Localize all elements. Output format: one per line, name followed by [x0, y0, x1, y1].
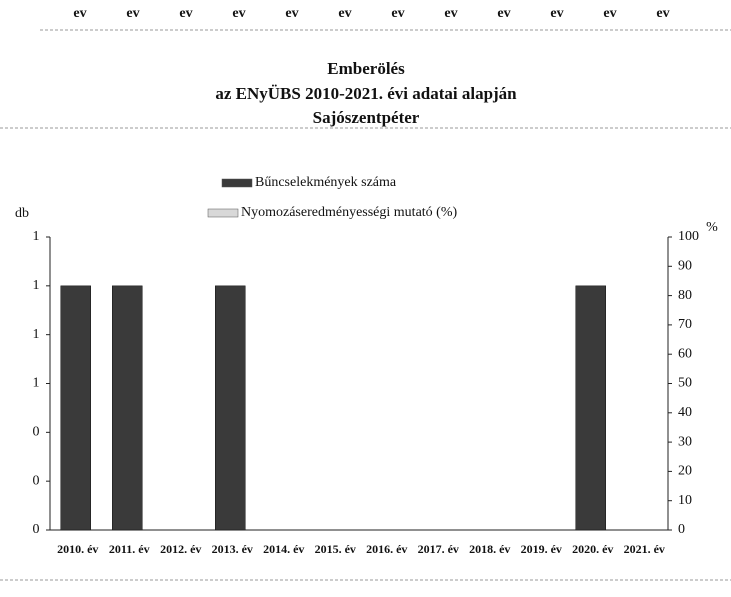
legend-swatch — [207, 208, 239, 218]
header-label: ev — [391, 6, 404, 21]
y-tick-label: 0 — [33, 425, 40, 440]
header-label: ev — [126, 6, 139, 21]
y2-tick-label: 80 — [678, 288, 692, 303]
y-tick-label: 0 — [33, 522, 40, 537]
y2-tick-label: 10 — [678, 493, 692, 508]
x-tick-label: 2016. év — [366, 542, 407, 556]
y-tick-label: 1 — [33, 278, 40, 293]
header-label: ev — [497, 6, 510, 21]
y2-tick-label: 70 — [678, 317, 692, 332]
x-tick-label: 2017. év — [418, 542, 459, 556]
chart-title: Sajószentpéter — [313, 108, 420, 127]
x-tick-label: 2010. év — [57, 542, 98, 556]
bar — [112, 285, 143, 531]
header-label: ev — [444, 6, 457, 21]
header-label: ev — [232, 6, 245, 21]
y-tick-label: 0 — [33, 473, 40, 488]
x-tick-label: 2013. év — [212, 542, 253, 556]
y2-tick-label: 100 — [678, 229, 699, 244]
y2-tick-label: 20 — [678, 464, 692, 479]
x-tick-label: 2012. év — [160, 542, 201, 556]
x-tick-label: 2014. év — [263, 542, 304, 556]
y2-tick-label: 90 — [678, 259, 692, 274]
header-label: ev — [73, 6, 86, 21]
header-label: ev — [656, 6, 669, 21]
legend-label: Nyomozáseredményességi mutató (%) — [241, 205, 457, 220]
y2-tick-label: 40 — [678, 405, 692, 420]
x-tick-label: 2018. év — [469, 542, 510, 556]
header-label: ev — [285, 6, 298, 21]
x-tick-label: 2011. év — [109, 542, 150, 556]
chart-title: az ENyÜBS 2010-2021. évi adatai alapján — [215, 84, 517, 103]
bar — [575, 285, 606, 531]
header-label: ev — [338, 6, 351, 21]
chart-title: Emberölés — [327, 59, 405, 78]
header-label: ev — [603, 6, 616, 21]
y2-tick-label: 50 — [678, 376, 692, 391]
y2-tick-label: 30 — [678, 434, 692, 449]
y-tick-label: 1 — [33, 376, 40, 391]
y-axis-label: db — [15, 206, 29, 221]
y-tick-label: 1 — [33, 229, 40, 244]
x-tick-label: 2019. év — [521, 542, 562, 556]
header-label: ev — [179, 6, 192, 21]
x-tick-label: 2020. év — [572, 542, 613, 556]
legend-label: Bűncselekmények száma — [255, 175, 397, 190]
y2-axis-label: % — [706, 220, 718, 235]
bar — [60, 285, 91, 531]
bar — [215, 285, 246, 531]
header-label: ev — [550, 6, 563, 21]
x-tick-label: 2021. év — [624, 542, 665, 556]
y-tick-label: 1 — [33, 327, 40, 342]
y2-tick-label: 60 — [678, 346, 692, 361]
x-tick-label: 2015. év — [315, 542, 356, 556]
legend-swatch — [221, 178, 253, 188]
y2-tick-label: 0 — [678, 522, 685, 537]
